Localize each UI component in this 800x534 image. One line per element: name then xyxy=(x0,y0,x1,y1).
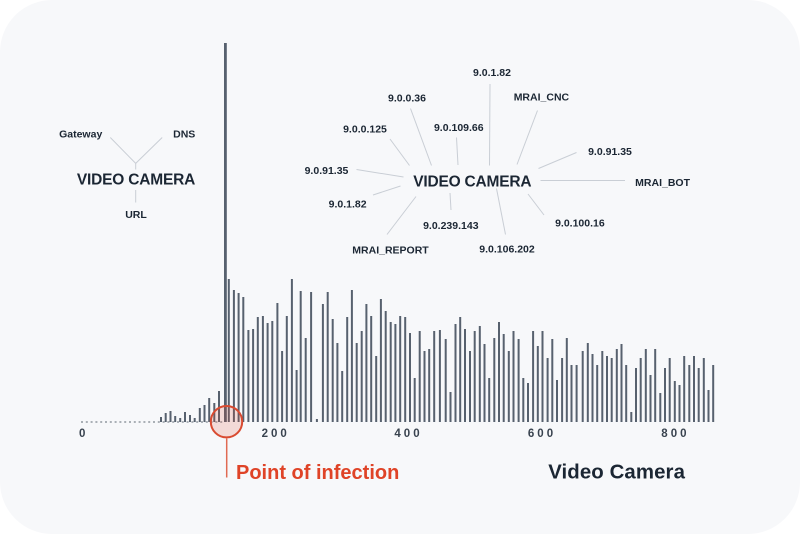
svg-text:200: 200 xyxy=(262,428,290,440)
svg-text:9.0.109.66: 9.0.109.66 xyxy=(434,122,484,134)
svg-text:9.0.1.82: 9.0.1.82 xyxy=(473,67,511,79)
svg-text:9.0.91.35: 9.0.91.35 xyxy=(588,146,632,158)
svg-text:URL: URL xyxy=(125,209,147,221)
svg-text:0: 0 xyxy=(79,428,88,440)
svg-text:VIDEO CAMERA: VIDEO CAMERA xyxy=(77,171,195,188)
svg-text:9.0.239.143: 9.0.239.143 xyxy=(423,220,479,232)
svg-text:Gateway: Gateway xyxy=(59,129,102,141)
svg-text:DNS: DNS xyxy=(173,129,195,141)
svg-text:9.0.106.202: 9.0.106.202 xyxy=(479,244,535,256)
svg-text:MRAI_BOT: MRAI_BOT xyxy=(635,177,690,189)
svg-text:Point of infection: Point of infection xyxy=(236,462,399,484)
svg-text:800: 800 xyxy=(661,428,689,440)
svg-text:9.0.100.16: 9.0.100.16 xyxy=(555,218,605,230)
svg-text:Video Camera: Video Camera xyxy=(548,461,685,483)
svg-text:VIDEO CAMERA: VIDEO CAMERA xyxy=(413,174,531,191)
svg-text:400: 400 xyxy=(394,428,422,440)
svg-text:600: 600 xyxy=(528,428,556,440)
svg-text:9.0.91.35: 9.0.91.35 xyxy=(305,165,349,177)
svg-text:9.0.1.82: 9.0.1.82 xyxy=(329,199,367,211)
svg-text:9.0.0.36: 9.0.0.36 xyxy=(388,93,426,105)
svg-text:MRAI_CNC: MRAI_CNC xyxy=(514,92,570,104)
svg-text:9.0.0.125: 9.0.0.125 xyxy=(343,124,387,136)
svg-text:MRAI_REPORT: MRAI_REPORT xyxy=(352,244,429,256)
